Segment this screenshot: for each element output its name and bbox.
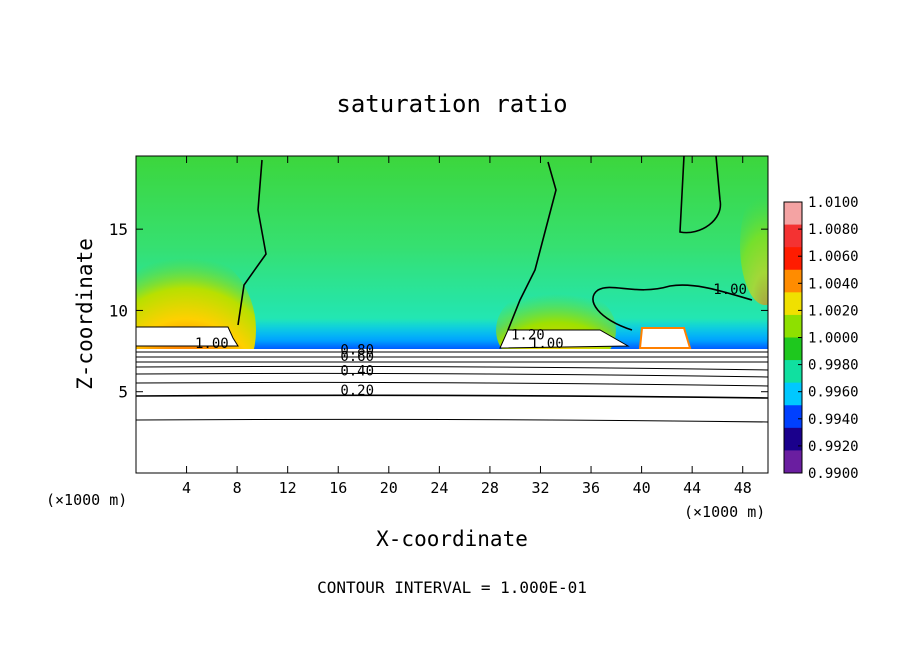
contour-lines [136, 156, 768, 423]
x-axis: 4 8 12 16 20 24 28 32 36 40 44 48 [182, 156, 752, 497]
cloud-top-left [136, 326, 239, 347]
colorbar-tick-label: 0.9960 [808, 385, 859, 401]
colorbar-tick-label: 0.9900 [808, 466, 859, 482]
x-unit-right: (×1000 m) [684, 503, 765, 521]
cloud-top-mid [499, 329, 630, 349]
x-tick-label: 48 [734, 479, 752, 497]
colorbar-swatch [784, 450, 802, 474]
colorbar-swatch [784, 247, 802, 271]
colorbar-tick-label: 1.0020 [808, 303, 859, 319]
y-tick-label: 5 [118, 383, 128, 402]
colorbar-swatch [784, 427, 802, 451]
x-tick-label: 32 [531, 479, 549, 497]
colorbar-tick-label: 1.0000 [808, 331, 859, 347]
stable-layer [136, 349, 768, 473]
colorbar-swatch [784, 360, 802, 384]
colorbar-swatch [784, 382, 802, 406]
contour-label: 1.20 [511, 328, 545, 344]
x-tick-label: 28 [481, 479, 499, 497]
colorbar-tick-label: 0.9920 [808, 439, 859, 455]
contour-label: 1.00 [530, 336, 564, 352]
colorbar: 1.0100 1.0080 1.0060 1.0040 1.0020 1.0000 0.99… [783, 195, 859, 482]
colorbar-tick-label: 0.9940 [808, 412, 859, 428]
x-tick-label: 12 [279, 479, 297, 497]
colorbar-swatch [784, 314, 802, 338]
y-axis-label: Z-coordinate [73, 238, 97, 390]
colorbar-tick-label: 1.0100 [808, 195, 859, 211]
colorbar-swatch [784, 224, 802, 248]
contour-labels: 1.001.001.201.000.800.600.400.20 [195, 282, 747, 399]
contour-1.00-mid [507, 161, 557, 331]
colorbar-tick-label: 1.0080 [808, 222, 859, 238]
x-tick-label: 44 [683, 479, 701, 497]
contour-level-7 [136, 394, 768, 399]
x-tick-label: 24 [430, 479, 448, 497]
colorbar-swatch [784, 202, 802, 226]
warm-plume-right [740, 185, 768, 305]
contour-1.00-loop [592, 284, 753, 331]
contour-interval-text: CONTOUR INTERVAL = 1.000E-01 [317, 578, 587, 597]
colorbar-tick-label: 1.0040 [808, 276, 859, 292]
x-tick-label: 4 [182, 479, 191, 497]
contour-label: 0.40 [340, 363, 374, 379]
contour-level-4 [136, 365, 768, 371]
colorbar-swatch [784, 405, 802, 429]
contour-1.00-top [679, 156, 722, 234]
x-axis-label: X-coordinate [376, 527, 528, 551]
colorbar-swatch [784, 269, 802, 293]
contour-label: 1.00 [713, 282, 747, 298]
contour-level-6 [136, 381, 768, 387]
contour-level-8 [136, 418, 768, 423]
contour-label: 0.20 [340, 383, 374, 399]
y-axis: 5 10 15 [109, 220, 768, 402]
colorbar-tick-label: 1.0060 [808, 249, 859, 265]
y-tick-label: 15 [109, 220, 128, 239]
x-tick-label: 16 [329, 479, 347, 497]
contour-label: 0.60 [340, 349, 374, 365]
contour-level-5 [136, 372, 768, 378]
x-tick-label: 8 [233, 479, 242, 497]
plot-frame [135, 155, 769, 474]
chart-title: saturation ratio [336, 90, 567, 118]
x-tick-label: 20 [380, 479, 398, 497]
colorbar-swatch [784, 337, 802, 361]
contour-label: 0.80 [340, 342, 374, 358]
x-unit-left: (×1000 m) [46, 491, 127, 509]
colorbar-tick-label: 0.9980 [808, 358, 859, 374]
colorbar-swatch [784, 292, 802, 316]
contour-1.00-left [237, 159, 267, 326]
y-tick-label: 10 [109, 301, 128, 320]
plot-area: 1.001.001.201.000.800.600.400.20 [136, 156, 768, 473]
contour-label: 1.00 [195, 336, 229, 352]
x-tick-label: 40 [633, 479, 651, 497]
x-tick-label: 36 [582, 479, 600, 497]
cloud-top-right [638, 327, 692, 349]
